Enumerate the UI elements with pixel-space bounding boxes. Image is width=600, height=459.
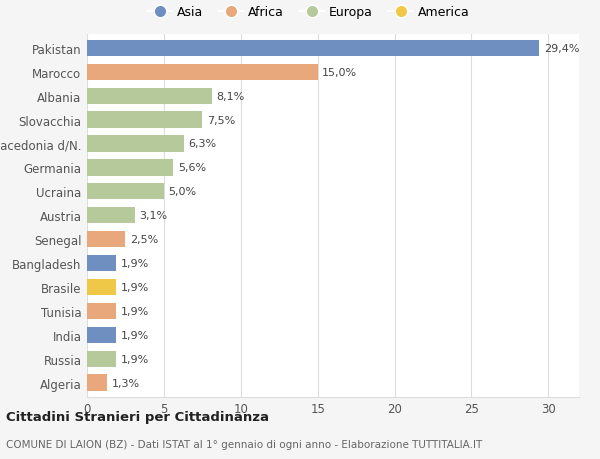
Legend: Asia, Africa, Europa, America: Asia, Africa, Europa, America [147,6,470,19]
Text: 8,1%: 8,1% [216,91,244,101]
Text: 1,9%: 1,9% [121,330,149,340]
Text: Cittadini Stranieri per Cittadinanza: Cittadini Stranieri per Cittadinanza [6,410,269,423]
Bar [87,327,116,343]
Bar [87,231,125,248]
Bar [87,255,116,272]
Text: 3,1%: 3,1% [139,211,167,221]
Bar [87,136,184,152]
Text: 1,9%: 1,9% [121,258,149,269]
Bar [87,303,116,319]
Text: 1,9%: 1,9% [121,354,149,364]
Bar [87,160,173,176]
Text: COMUNE DI LAION (BZ) - Dati ISTAT al 1° gennaio di ogni anno - Elaborazione TUTT: COMUNE DI LAION (BZ) - Dati ISTAT al 1° … [6,440,482,449]
Text: 1,9%: 1,9% [121,282,149,292]
Bar [87,279,116,296]
Bar [87,207,134,224]
Text: 15,0%: 15,0% [322,67,358,78]
Bar [87,351,116,367]
Bar [87,41,539,57]
Bar [87,112,202,129]
Text: 5,0%: 5,0% [169,187,197,197]
Bar [87,184,164,200]
Bar [87,375,107,391]
Bar [87,88,212,105]
Text: 1,3%: 1,3% [112,378,140,388]
Text: 2,5%: 2,5% [130,235,158,245]
Text: 1,9%: 1,9% [121,306,149,316]
Text: 29,4%: 29,4% [544,44,579,54]
Text: 7,5%: 7,5% [207,115,235,125]
Text: 6,3%: 6,3% [188,139,217,149]
Bar [87,64,317,81]
Text: 5,6%: 5,6% [178,163,206,173]
